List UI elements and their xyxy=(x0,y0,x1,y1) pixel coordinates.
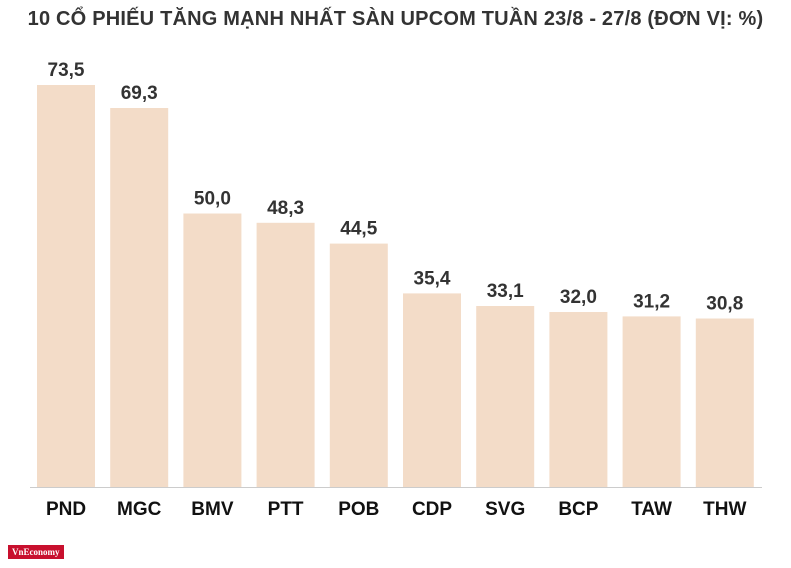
value-label-mgc: 69,3 xyxy=(121,83,158,104)
category-label-pob: POB xyxy=(338,499,379,520)
category-label-cdp: CDP xyxy=(412,499,452,520)
category-label-pnd: PND xyxy=(46,499,86,520)
bar-bcp xyxy=(549,312,608,487)
value-label-pob: 44,5 xyxy=(340,219,377,240)
bar-bmv xyxy=(183,213,242,487)
bar-thw xyxy=(695,318,754,487)
category-label-bmv: BMV xyxy=(191,499,234,520)
category-label-taw: TAW xyxy=(631,499,672,520)
value-label-bmv: 50,0 xyxy=(194,189,231,210)
bar-mgc xyxy=(110,108,169,487)
category-label-mgc: MGC xyxy=(117,499,162,520)
bar-ptt xyxy=(256,222,315,488)
value-label-ptt: 48,3 xyxy=(267,198,304,219)
category-label-bcp: BCP xyxy=(558,499,598,520)
value-label-thw: 30,8 xyxy=(706,294,743,315)
bar-svg xyxy=(476,306,535,487)
value-label-bcp: 32,0 xyxy=(560,287,597,308)
category-label-svg: SVG xyxy=(485,499,525,520)
bar-pob xyxy=(329,243,388,487)
bar-cdp xyxy=(403,293,461,487)
vneconomy-logo: VnEconomy xyxy=(8,545,64,559)
category-label-thw: THW xyxy=(703,499,746,520)
value-label-cdp: 35,4 xyxy=(414,268,451,289)
value-label-taw: 31,2 xyxy=(633,291,670,312)
bar-taw xyxy=(622,316,681,487)
category-label-ptt: PTT xyxy=(268,499,304,520)
value-label-svg: 33,1 xyxy=(487,281,524,302)
value-label-pnd: 73,5 xyxy=(48,60,85,81)
chart-title: 10 CỔ PHIẾU TĂNG MẠNH NHẤT SÀN UPCOM TUẦ… xyxy=(27,8,764,30)
bar-pnd xyxy=(37,85,95,487)
